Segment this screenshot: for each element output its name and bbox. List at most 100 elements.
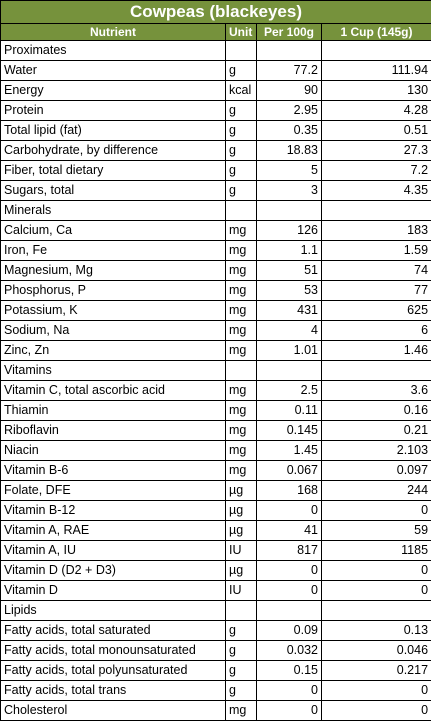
nutrient-name-cell: Total lipid (fat) — [0, 120, 226, 141]
per-100g-value-cell: 77.2 — [256, 60, 322, 81]
per-100g-value-cell: 126 — [256, 220, 322, 241]
unit-cell — [225, 600, 257, 621]
table-title: Cowpeas (blackeyes) — [0, 0, 431, 24]
unit-cell: IU — [225, 540, 257, 561]
per-cup-value-cell: 244 — [320, 480, 431, 501]
per-cup-value-cell: 111.94 — [320, 60, 431, 81]
per-100g-value-cell: 90 — [256, 80, 322, 101]
unit-cell: mg — [225, 320, 257, 341]
unit-cell: mg — [225, 240, 257, 261]
per-100g-value-cell: 817 — [256, 540, 322, 561]
table-body: Proximates Water g 77.2 111.94 Energy kcal 90 13… — [0, 40, 431, 721]
nutrient-name-cell: Sugars, total — [0, 180, 226, 201]
unit-cell — [225, 40, 257, 61]
per-100g-value-cell: 51 — [256, 260, 322, 281]
nutrient-name-cell: Calcium, Ca — [0, 220, 226, 241]
per-cup-value-cell: 74 — [320, 260, 431, 281]
nutrient-name-cell: Riboflavin — [0, 420, 226, 441]
unit-cell: IU — [225, 580, 257, 601]
per-cup-value-cell: 0.13 — [320, 620, 431, 641]
table-row: Total lipid (fat) g 0.35 0.51 — [0, 120, 431, 141]
unit-cell: kcal — [225, 80, 257, 101]
nutrient-name-cell: Fatty acids, total trans — [0, 680, 226, 701]
per-cup-value-cell: 183 — [320, 220, 431, 241]
per-100g-value-cell: 2.5 — [256, 380, 322, 401]
per-100g-value-cell: 0.032 — [256, 640, 322, 661]
per-100g-value-cell: 53 — [256, 280, 322, 301]
per-100g-value-cell: 1.1 — [256, 240, 322, 261]
table-row: Sugars, total g 3 4.35 — [0, 180, 431, 201]
unit-cell: µg — [225, 480, 257, 501]
unit-cell: mg — [225, 440, 257, 461]
header-row: Nutrient Unit Per 100g 1 Cup (145g) — [0, 23, 431, 41]
table-row: Magnesium, Mg mg 51 74 — [0, 260, 431, 281]
per-cup-value-cell: 625 — [320, 300, 431, 321]
per-cup-value-cell — [320, 360, 431, 381]
per-cup-value-cell: 4.28 — [320, 100, 431, 121]
per-cup-value-cell: 2.103 — [320, 440, 431, 461]
unit-cell: mg — [225, 220, 257, 241]
header-unit: Unit — [225, 23, 257, 41]
per-100g-value-cell — [256, 200, 322, 221]
nutrient-name-cell: Water — [0, 60, 226, 81]
nutrient-name-cell: Vitamin D (D2 + D3) — [0, 560, 226, 581]
per-cup-value-cell: 0.046 — [320, 640, 431, 661]
per-100g-value-cell: 0.067 — [256, 460, 322, 481]
nutrient-name-cell: Protein — [0, 100, 226, 121]
table-row: Vitamin A, RAE µg 41 59 — [0, 520, 431, 541]
unit-cell: g — [225, 680, 257, 701]
unit-cell: mg — [225, 380, 257, 401]
per-100g-value-cell: 0 — [256, 580, 322, 601]
per-cup-value-cell: 130 — [320, 80, 431, 101]
title-row: Cowpeas (blackeyes) — [0, 0, 431, 24]
per-100g-value-cell: 0.145 — [256, 420, 322, 441]
per-100g-value-cell: 168 — [256, 480, 322, 501]
nutrient-name-cell: Cholesterol — [0, 700, 226, 721]
table-row: Fatty acids, total trans g 0 0 — [0, 680, 431, 701]
nutrient-name-cell: Zinc, Zn — [0, 340, 226, 361]
per-cup-value-cell: 0.51 — [320, 120, 431, 141]
per-cup-value-cell: 77 — [320, 280, 431, 301]
per-cup-value-cell: 1185 — [320, 540, 431, 561]
nutrient-name-cell: Vitamin B-12 — [0, 500, 226, 521]
per-cup-value-cell — [320, 40, 431, 61]
nutrient-name-cell: Vitamins — [0, 360, 226, 381]
header-per-cup: 1 Cup (145g) — [320, 23, 431, 41]
table-row: Sodium, Na mg 4 6 — [0, 320, 431, 341]
unit-cell: µg — [225, 520, 257, 541]
table-row: Niacin mg 1.45 2.103 — [0, 440, 431, 461]
table-row: Vitamin C, total ascorbic acid mg 2.5 3.6 — [0, 380, 431, 401]
nutrient-name-cell: Potassium, K — [0, 300, 226, 321]
table-row: Protein g 2.95 4.28 — [0, 100, 431, 121]
table-row: Fatty acids, total monounsaturated g 0.032… — [0, 640, 431, 661]
nutrient-name-cell: Sodium, Na — [0, 320, 226, 341]
per-cup-value-cell: 6 — [320, 320, 431, 341]
table-row: Fatty acids, total saturated g 0.09 0.13 — [0, 620, 431, 641]
per-100g-value-cell — [256, 600, 322, 621]
per-cup-value-cell: 0 — [320, 580, 431, 601]
unit-cell: mg — [225, 460, 257, 481]
table-row: Vitamin B-12 µg 0 0 — [0, 500, 431, 521]
nutrient-name-cell: Carbohydrate, by difference — [0, 140, 226, 161]
per-cup-value-cell: 7.2 — [320, 160, 431, 181]
table-row: Vitamins — [0, 360, 431, 381]
nutrient-name-cell: Vitamin B-6 — [0, 460, 226, 481]
per-100g-value-cell: 41 — [256, 520, 322, 541]
table-row: Minerals — [0, 200, 431, 221]
per-100g-value-cell: 0.15 — [256, 660, 322, 681]
table-row: Riboflavin mg 0.145 0.21 — [0, 420, 431, 441]
nutrient-name-cell: Fatty acids, total monounsaturated — [0, 640, 226, 661]
unit-cell: mg — [225, 700, 257, 721]
per-cup-value-cell: 0.21 — [320, 420, 431, 441]
table-row: Energy kcal 90 130 — [0, 80, 431, 101]
table-row: Fatty acids, total polyunsaturated g 0.15 0… — [0, 660, 431, 681]
per-100g-value-cell: 3 — [256, 180, 322, 201]
per-cup-value-cell: 0 — [320, 560, 431, 581]
nutrient-name-cell: Niacin — [0, 440, 226, 461]
nutrient-name-cell: Energy — [0, 80, 226, 101]
unit-cell: mg — [225, 420, 257, 441]
unit-cell: g — [225, 60, 257, 81]
table-row: Calcium, Ca mg 126 183 — [0, 220, 431, 241]
per-cup-value-cell: 4.35 — [320, 180, 431, 201]
